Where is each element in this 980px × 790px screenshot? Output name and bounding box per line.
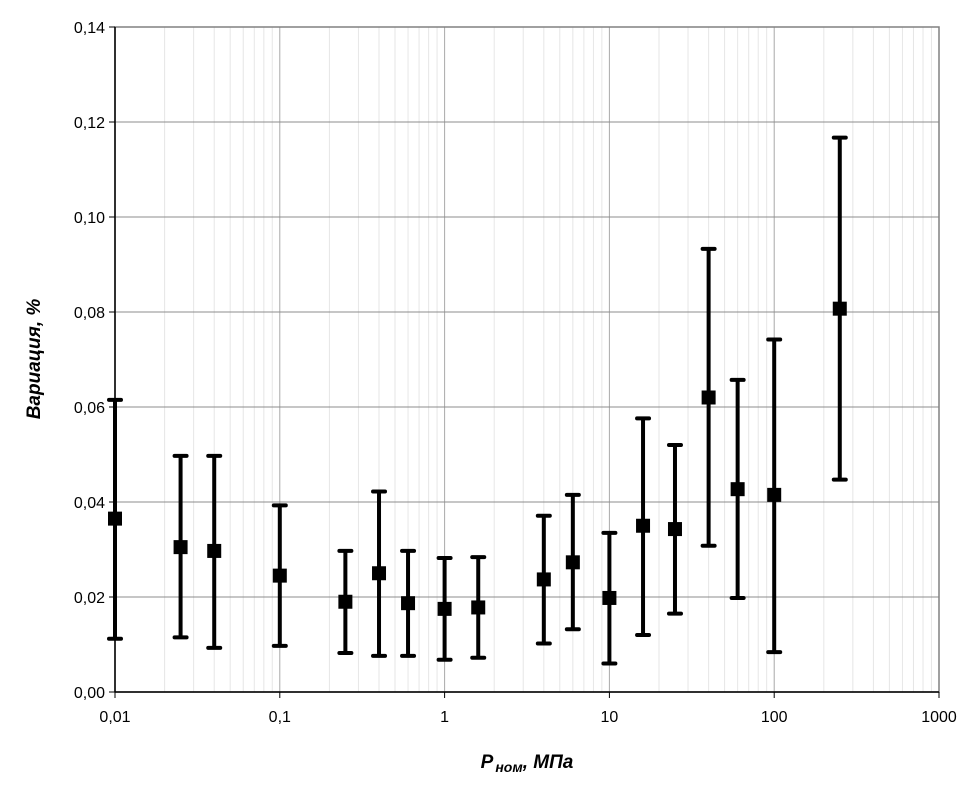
point-marker xyxy=(401,596,416,611)
point-marker xyxy=(667,522,682,537)
point-marker xyxy=(832,301,847,316)
point-marker xyxy=(338,594,353,609)
x-tick-label: 0,1 xyxy=(269,709,291,726)
point-marker xyxy=(272,568,287,583)
point-marker xyxy=(701,390,716,405)
data-point xyxy=(206,453,223,650)
plot-area xyxy=(115,27,939,692)
data-point xyxy=(766,337,783,655)
data-point xyxy=(666,443,683,616)
data-point xyxy=(729,377,746,600)
data-point xyxy=(635,416,652,637)
point-marker xyxy=(536,572,551,587)
data-point xyxy=(564,492,581,632)
x-axis-title-unit: , МПа xyxy=(522,752,574,773)
point-marker xyxy=(730,482,745,497)
data-point xyxy=(601,530,618,666)
point-marker xyxy=(108,511,122,526)
data-point xyxy=(700,246,717,548)
data-point xyxy=(107,397,123,641)
data-point xyxy=(271,503,288,648)
point-marker xyxy=(767,487,782,502)
point-marker xyxy=(565,555,580,570)
y-tick-label: 0,10 xyxy=(74,210,105,227)
point-marker xyxy=(207,543,222,558)
point-marker xyxy=(471,600,486,615)
point-marker xyxy=(372,566,387,581)
data-point xyxy=(436,556,453,662)
data-point xyxy=(470,555,487,660)
data-points xyxy=(107,135,848,666)
point-marker xyxy=(437,601,452,616)
y-tick-label: 0,06 xyxy=(74,400,105,417)
point-marker xyxy=(636,518,651,533)
x-tick-label: 1 xyxy=(440,709,449,726)
x-tick-label: 0,01 xyxy=(99,709,130,726)
y-tick-label: 0,08 xyxy=(74,305,105,322)
data-point xyxy=(535,513,552,646)
x-tick-label: 100 xyxy=(761,709,788,726)
y-tick-label: 0,12 xyxy=(74,115,105,132)
y-tick-label: 0,04 xyxy=(74,495,105,512)
data-point xyxy=(172,453,189,640)
x-axis-title-symbol: P xyxy=(481,752,494,773)
data-point xyxy=(371,489,388,658)
x-tick-label: 1000 xyxy=(921,709,957,726)
y-tick-label: 0,00 xyxy=(74,685,105,702)
data-point xyxy=(831,135,848,482)
y-tick-label: 0,02 xyxy=(74,590,105,607)
x-axis-title-subscript: ном xyxy=(495,759,523,775)
y-axis-title: Вариация, % xyxy=(24,299,45,420)
point-marker xyxy=(602,590,617,605)
point-marker xyxy=(173,540,188,555)
y-tick-label: 0,14 xyxy=(74,20,105,37)
x-tick-label: 10 xyxy=(601,709,619,726)
data-point xyxy=(400,548,417,658)
data-point xyxy=(337,548,354,656)
